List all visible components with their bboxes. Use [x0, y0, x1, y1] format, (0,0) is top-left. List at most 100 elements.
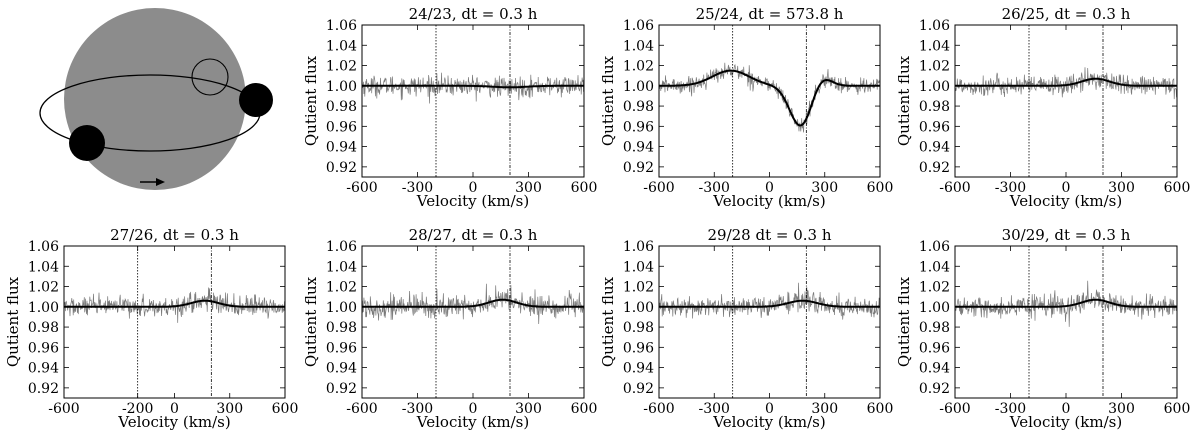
y-tick-label: 1.06 — [326, 239, 357, 255]
y-tick-label: 1.04 — [623, 259, 654, 275]
y-tick-label: 0.98 — [919, 99, 950, 115]
y-tick-label: 1.04 — [623, 38, 654, 54]
axes-frame — [361, 24, 585, 178]
x-axis-label: Velocity (km/s) — [712, 192, 825, 210]
x-tick-label: 300 — [1108, 180, 1135, 196]
star-disk — [64, 8, 246, 190]
rotation-arrow-icon — [140, 178, 165, 186]
x-tick-label: 300 — [811, 401, 838, 417]
limb-spot-right — [239, 83, 273, 117]
star-spot-diagram — [39, 8, 273, 190]
y-tick-label: 0.92 — [919, 160, 950, 176]
y-tick-label: 0.92 — [623, 160, 654, 176]
spectrum-panel: 0.92 0.94 0.96 0.98 1.00 1.02 1.04 1.06 -600 -300… — [302, 5, 597, 210]
x-axis-label: Velocity (km/s) — [117, 413, 230, 431]
x-tick-label: 300 — [515, 180, 542, 196]
y-axis-label: Qutient flux — [599, 55, 617, 146]
y-tick-label: 0.96 — [919, 119, 950, 135]
observed-spectrum-line — [659, 62, 880, 133]
x-tick-label: -300 — [402, 401, 433, 417]
y-tick-label: 0.98 — [326, 99, 357, 115]
y-tick-label: 1.06 — [326, 18, 357, 34]
x-tick-label: -300 — [699, 401, 730, 417]
y-tick-label: 1.06 — [919, 18, 950, 34]
y-tick-label: 1.06 — [623, 18, 654, 34]
y-axis-label: Qutient flux — [895, 55, 913, 146]
y-axis-label: Qutient flux — [302, 55, 320, 146]
x-tick-label: 0 — [469, 180, 478, 196]
y-tick-label: 0.92 — [623, 381, 654, 397]
spectrum-panel: 0.92 0.94 0.96 0.98 1.00 1.02 1.04 1.06 -600 -300… — [302, 226, 597, 431]
x-tick-label: -300 — [995, 180, 1026, 196]
x-tick-label: 0 — [765, 180, 774, 196]
observed-spectrum-line — [659, 282, 880, 320]
model-fit-line — [659, 69, 880, 127]
x-tick-label: 0 — [170, 401, 179, 417]
x-axis-label: Velocity (km/s) — [416, 192, 529, 210]
y-tick-label: 0.98 — [623, 320, 654, 336]
x-tick-label: 600 — [571, 180, 598, 196]
y-axis-label: Qutient flux — [4, 276, 22, 367]
y-tick-label: 1.04 — [919, 38, 950, 54]
x-tick-label: 300 — [1108, 401, 1135, 417]
y-tick-label: 1.04 — [326, 38, 357, 54]
model-fit-line — [955, 298, 1177, 308]
x-tick-label: 300 — [811, 180, 838, 196]
y-axis-label: Qutient flux — [599, 276, 617, 367]
far-side-spot-outline — [191, 58, 229, 96]
y-tick-label: 0.94 — [919, 361, 950, 377]
panel-title: 28/27, dt = 0.3 h — [409, 226, 538, 244]
model-fit-line — [362, 298, 584, 308]
x-tick-label: -600 — [346, 180, 377, 196]
axes-frame — [63, 245, 286, 399]
y-tick-label: 1.00 — [919, 300, 950, 316]
x-axis-label: Velocity (km/s) — [1009, 192, 1122, 210]
observed-spectrum-line — [64, 287, 285, 323]
y-tick-label: 0.92 — [326, 381, 357, 397]
observed-spectrum-line — [955, 280, 1177, 327]
y-tick-label: 1.02 — [919, 59, 950, 75]
observed-spectrum-line — [362, 72, 584, 104]
x-tick-label: -200 — [122, 401, 153, 417]
y-tick-label: 0.96 — [326, 340, 357, 356]
y-tick-label: 0.98 — [919, 320, 950, 336]
x-tick-label: 0 — [469, 401, 478, 417]
x-tick-label: 0 — [1062, 180, 1071, 196]
y-tick-label: 0.94 — [326, 140, 357, 156]
model-fit-line — [659, 299, 880, 308]
y-tick-label: 1.02 — [623, 280, 654, 296]
x-tick-label: 600 — [1164, 180, 1191, 196]
spectrum-panel: 0.92 0.94 0.96 0.98 1.00 1.02 1.04 1.06 -600 -300… — [599, 5, 893, 210]
x-axis-label: Velocity (km/s) — [1009, 413, 1122, 431]
y-tick-label: 0.98 — [28, 320, 59, 336]
y-tick-label: 1.00 — [326, 79, 357, 95]
spectrum-panel: 0.92 0.94 0.96 0.98 1.00 1.02 1.04 1.06 -600 -300… — [895, 5, 1190, 210]
model-fit-line — [362, 84, 584, 89]
x-tick-label: -600 — [643, 401, 674, 417]
panel-title: 24/23, dt = 0.3 h — [409, 5, 538, 23]
y-tick-label: 1.00 — [623, 79, 654, 95]
x-tick-label: -600 — [939, 180, 970, 196]
spectrum-panel: 0.92 0.94 0.96 0.98 1.00 1.02 1.04 1.06 -600 -300… — [599, 226, 893, 431]
y-tick-label: 0.94 — [623, 361, 654, 377]
panel-title: 27/26, dt = 0.3 h — [110, 226, 239, 244]
observed-spectrum-line — [362, 283, 584, 325]
y-tick-label: 1.04 — [326, 259, 357, 275]
y-tick-label: 1.02 — [28, 280, 59, 296]
y-tick-label: 1.02 — [919, 280, 950, 296]
y-tick-label: 1.00 — [326, 300, 357, 316]
y-tick-label: 0.92 — [919, 381, 950, 397]
panel-title: 29/28 dt = 0.3 h — [707, 226, 831, 244]
x-tick-label: 600 — [1164, 401, 1191, 417]
y-tick-label: 1.02 — [326, 59, 357, 75]
y-tick-label: 0.94 — [326, 361, 357, 377]
x-tick-label: 600 — [867, 401, 894, 417]
x-tick-label: -300 — [402, 180, 433, 196]
y-tick-label: 1.00 — [623, 300, 654, 316]
spectrum-panel: 0.92 0.94 0.96 0.98 1.00 1.02 1.04 1.06 -600 -200… — [4, 226, 298, 431]
y-tick-label: 1.04 — [919, 259, 950, 275]
y-tick-label: 0.96 — [28, 340, 59, 356]
spectrum-panel: 0.92 0.94 0.96 0.98 1.00 1.02 1.04 1.06 -600 -300… — [895, 226, 1190, 431]
axes-frame — [658, 245, 881, 399]
